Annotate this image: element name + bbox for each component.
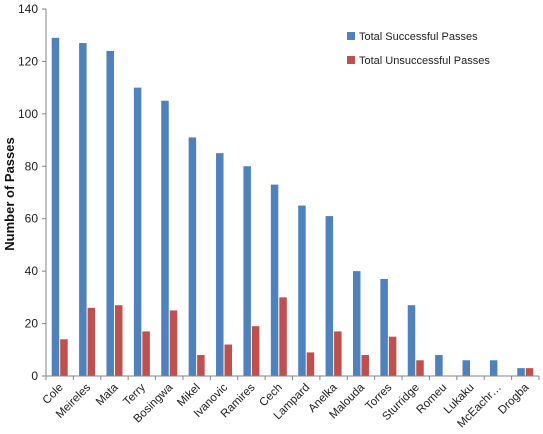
unsuccessful-bar-5 bbox=[197, 355, 205, 376]
y-tick-label: 120 bbox=[18, 54, 38, 68]
successful-bar-16 bbox=[489, 360, 498, 376]
successful-bar-0 bbox=[51, 37, 60, 376]
successful-bar-4 bbox=[161, 100, 169, 376]
unsuccessful-bar-9 bbox=[306, 352, 315, 376]
successful-bar-17 bbox=[517, 368, 525, 376]
unsuccessful-bar-6 bbox=[224, 344, 233, 376]
x-tick-label: Drogba bbox=[496, 381, 532, 417]
y-tick-label: 0 bbox=[31, 369, 38, 383]
unsuccessful-bar-3 bbox=[142, 331, 150, 376]
y-tick-label: 140 bbox=[18, 2, 38, 16]
y-tick-label: 100 bbox=[18, 107, 38, 121]
y-axis-label: Number of Passes bbox=[2, 137, 17, 250]
successful-bar-15 bbox=[462, 360, 471, 376]
legend: Total Successful Passes Total Unsuccessfu… bbox=[347, 31, 490, 67]
successful-bar-10 bbox=[325, 216, 334, 376]
unsuccessful-bar-8 bbox=[279, 297, 287, 376]
successful-bar-12 bbox=[380, 279, 388, 376]
successful-bar-14 bbox=[435, 355, 443, 376]
y-tick-label: 60 bbox=[25, 212, 39, 226]
y-tick-label: 40 bbox=[25, 264, 39, 278]
unsuccessful-bar-12 bbox=[388, 336, 397, 376]
axes bbox=[45, 9, 540, 380]
legend-label-0: Total Successful Passes bbox=[359, 31, 478, 43]
unsuccessful-bar-10 bbox=[334, 331, 342, 376]
successful-bar-3 bbox=[133, 87, 142, 377]
successful-bar-5 bbox=[188, 137, 197, 376]
unsuccessful-bar-2 bbox=[114, 305, 123, 376]
successful-bar-11 bbox=[352, 271, 361, 376]
legend-swatch-0 bbox=[347, 32, 355, 40]
unsuccessful-bar-13 bbox=[416, 360, 424, 376]
unsuccessful-bar-1 bbox=[87, 307, 96, 376]
y-axis-ticks: 0 20 40 60 80 100 120 140 bbox=[18, 2, 46, 383]
bars bbox=[51, 37, 534, 377]
legend-label-1: Total Unsuccessful Passes bbox=[359, 55, 490, 67]
successful-bar-7 bbox=[243, 166, 251, 376]
successful-bar-13 bbox=[407, 305, 416, 376]
y-tick-label: 20 bbox=[25, 317, 39, 331]
unsuccessful-bar-7 bbox=[251, 326, 260, 376]
x-tick-label: Mata bbox=[94, 381, 121, 408]
unsuccessful-bar-4 bbox=[169, 310, 178, 376]
unsuccessful-bar-11 bbox=[361, 355, 369, 376]
legend-swatch-1 bbox=[347, 56, 355, 64]
successful-bar-9 bbox=[298, 205, 306, 376]
successful-bar-1 bbox=[79, 43, 87, 376]
successful-bar-6 bbox=[216, 153, 224, 376]
successful-bar-8 bbox=[270, 184, 279, 376]
successful-bar-2 bbox=[106, 50, 114, 376]
unsuccessful-bar-17 bbox=[525, 368, 534, 376]
unsuccessful-bar-0 bbox=[60, 339, 68, 376]
y-tick-label: 80 bbox=[25, 159, 39, 173]
